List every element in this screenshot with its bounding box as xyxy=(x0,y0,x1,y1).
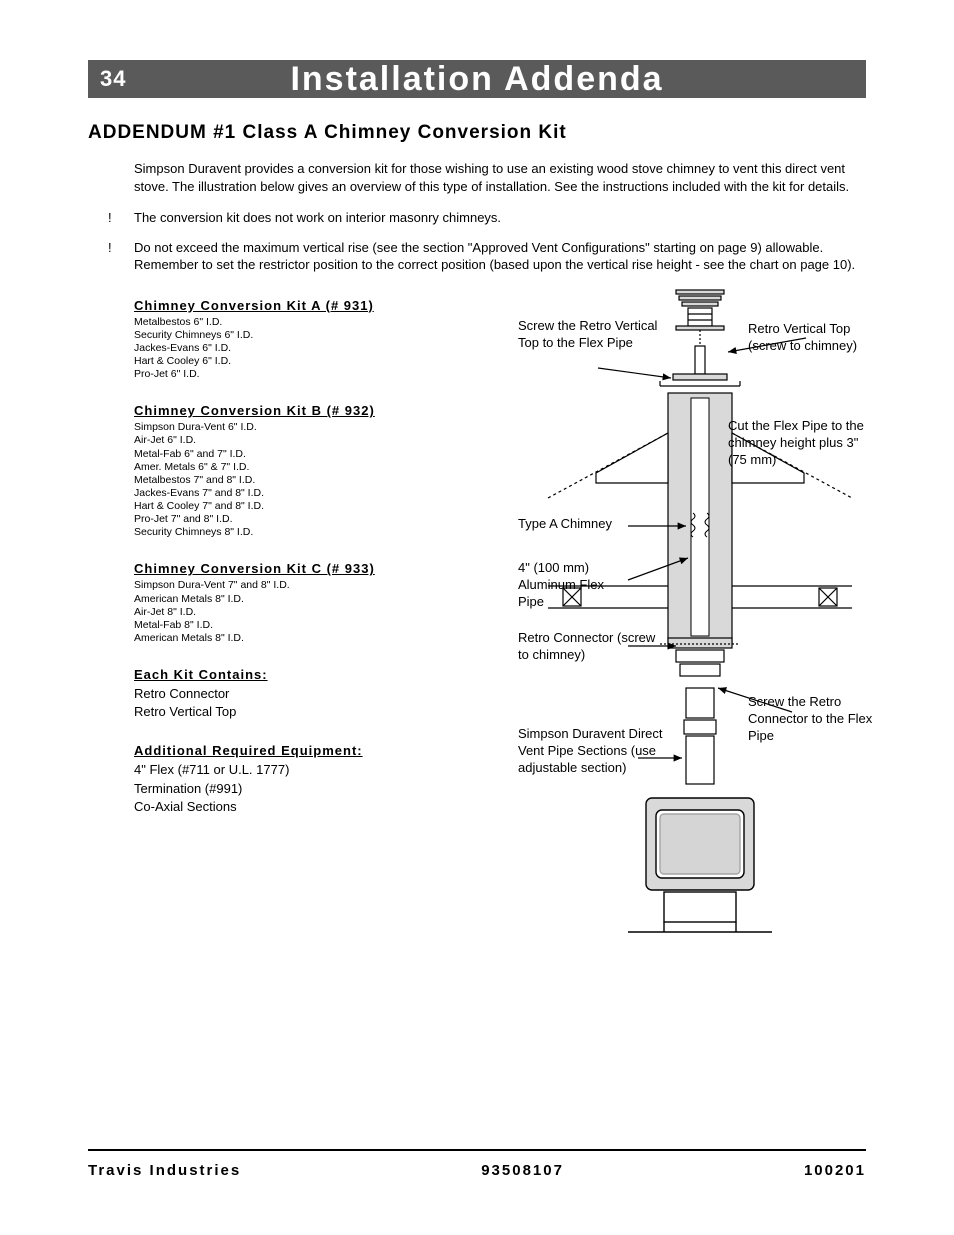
bullet-item: ! Do not exceed the maximum vertical ris… xyxy=(108,239,866,274)
kit-b-items: Simpson Dura-Vent 6" I.D. Air-Jet 6" I.D… xyxy=(134,421,414,539)
intro-paragraph: Simpson Duravent provides a conversion k… xyxy=(134,160,866,195)
bullet-mark: ! xyxy=(108,239,134,274)
header-title: Installation Addenda xyxy=(290,60,663,99)
each-kit-items: Retro Connector Retro Vertical Top xyxy=(134,685,414,721)
callout-cut-flex: Cut the Flex Pipe to the chimney height … xyxy=(728,418,878,469)
kit-item: Retro Connector xyxy=(134,685,414,703)
section-heading: ADDENDUM #1 Class A Chimney Conversion K… xyxy=(88,122,866,144)
bullet-text: Do not exceed the maximum vertical rise … xyxy=(134,239,866,274)
kit-item: Termination (#991) xyxy=(134,780,414,798)
each-kit-heading: Each Kit Contains: xyxy=(134,667,414,682)
callout-screw-top: Screw the Retro Vertical Top to the Flex… xyxy=(518,318,658,352)
kit-b-block: Chimney Conversion Kit B (# 932) Simpson… xyxy=(134,403,414,539)
kit-item: American Metals 8" I.D. xyxy=(134,593,414,606)
kit-item: Jackes-Evans 6" I.D. xyxy=(134,342,414,355)
callout-simpson: Simpson Duravent Direct Vent Pipe Sectio… xyxy=(518,726,688,777)
footer-left: Travis Industries xyxy=(88,1162,241,1179)
bullet-item: ! The conversion kit does not work on in… xyxy=(108,209,866,227)
header-bar: 34 Installation Addenda xyxy=(88,60,866,98)
footer: Travis Industries 93508107 100201 xyxy=(88,1162,866,1179)
callout-retro-conn: Retro Connector (screw to chimney) xyxy=(518,630,658,664)
kit-item: Pro-Jet 6" I.D. xyxy=(134,368,414,381)
installation-diagram xyxy=(428,288,868,948)
kit-item: Simpson Dura-Vent 7" and 8" I.D. xyxy=(134,579,414,592)
kit-a-block: Chimney Conversion Kit A (# 931) Metalbe… xyxy=(134,298,414,382)
kit-a-items: Metalbestos 6" I.D. Security Chimneys 6"… xyxy=(134,316,414,382)
callout-type-a: Type A Chimney xyxy=(518,516,638,533)
bullet-mark: ! xyxy=(108,209,134,227)
additional-block: Additional Required Equipment: 4" Flex (… xyxy=(134,743,414,816)
diagram-area: Screw the Retro Vertical Top to the Flex… xyxy=(428,288,868,948)
page-number: 34 xyxy=(100,66,126,92)
callout-screw-conn: Screw the Retro Connector to the Flex Pi… xyxy=(748,694,878,745)
each-kit-block: Each Kit Contains: Retro Connector Retro… xyxy=(134,667,414,721)
kit-item: 4" Flex (#711 or U.L. 1777) xyxy=(134,761,414,779)
kit-listing-column: Chimney Conversion Kit A (# 931) Metalbe… xyxy=(134,298,414,838)
kit-item: Air-Jet 6" I.D. xyxy=(134,434,414,447)
kit-item: Metalbestos 7" and 8" I.D. xyxy=(134,474,414,487)
kit-b-heading: Chimney Conversion Kit B (# 932) xyxy=(134,403,414,418)
kit-a-heading: Chimney Conversion Kit A (# 931) xyxy=(134,298,414,313)
callout-retro-top: Retro Vertical Top (screw to chimney) xyxy=(748,321,878,355)
kit-item: Co-Axial Sections xyxy=(134,798,414,816)
kit-c-heading: Chimney Conversion Kit C (# 933) xyxy=(134,561,414,576)
additional-items: 4" Flex (#711 or U.L. 1777) Termination … xyxy=(134,761,414,816)
footer-right: 100201 xyxy=(804,1162,866,1179)
kit-item: American Metals 8" I.D. xyxy=(134,632,414,645)
kit-item: Retro Vertical Top xyxy=(134,703,414,721)
kit-c-block: Chimney Conversion Kit C (# 933) Simpson… xyxy=(134,561,414,645)
kit-item: Security Chimneys 8" I.D. xyxy=(134,526,414,539)
kit-item: Hart & Cooley 7" and 8" I.D. xyxy=(134,500,414,513)
footer-center: 93508107 xyxy=(481,1162,564,1179)
kit-item: Metal-Fab 8" I.D. xyxy=(134,619,414,632)
footer-rule xyxy=(88,1149,866,1151)
kit-item: Simpson Dura-Vent 6" I.D. xyxy=(134,421,414,434)
kit-item: Pro-Jet 7" and 8" I.D. xyxy=(134,513,414,526)
kit-item: Metalbestos 6" I.D. xyxy=(134,316,414,329)
additional-heading: Additional Required Equipment: xyxy=(134,743,414,758)
kit-item: Amer. Metals 6" & 7" I.D. xyxy=(134,461,414,474)
content-zone: Chimney Conversion Kit A (# 931) Metalbe… xyxy=(88,298,866,958)
kit-item: Metal-Fab 6" and 7" I.D. xyxy=(134,448,414,461)
kit-item: Air-Jet 8" I.D. xyxy=(134,606,414,619)
bullet-text: The conversion kit does not work on inte… xyxy=(134,209,866,227)
kit-item: Security Chimneys 6" I.D. xyxy=(134,329,414,342)
callout-flex-pipe: 4" (100 mm) Aluminum Flex Pipe xyxy=(518,560,628,611)
kit-item: Jackes-Evans 7" and 8" I.D. xyxy=(134,487,414,500)
kit-c-items: Simpson Dura-Vent 7" and 8" I.D. America… xyxy=(134,579,414,645)
kit-item: Hart & Cooley 6" I.D. xyxy=(134,355,414,368)
